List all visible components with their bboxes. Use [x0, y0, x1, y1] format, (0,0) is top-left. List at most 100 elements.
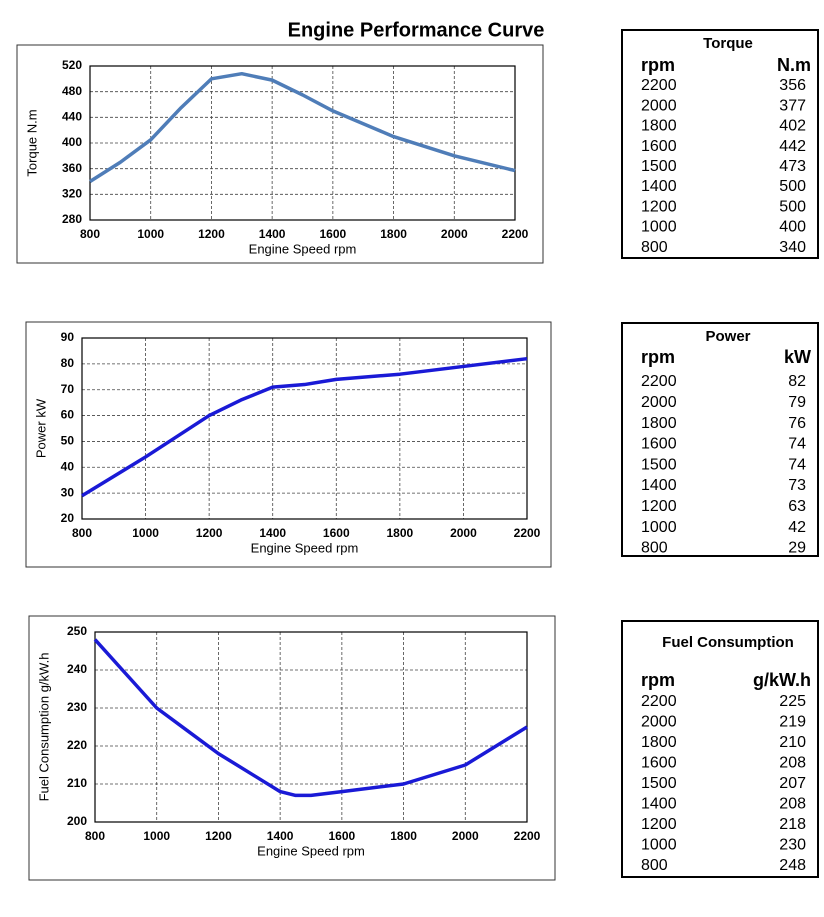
y-tick-label: 220: [67, 738, 87, 752]
table-header: rpm: [641, 347, 675, 367]
chart-frame: [16, 44, 544, 264]
curve: [93, 638, 528, 798]
table-cell: 1600: [641, 436, 677, 453]
table-cell: 1400: [641, 178, 677, 195]
table-cell: 340: [779, 239, 806, 256]
curve: [81, 356, 528, 498]
table-cell: 500: [779, 198, 806, 215]
table-cell: 2200: [641, 373, 677, 390]
table-cell: 1600: [641, 755, 677, 772]
y-tick-label: 200: [67, 814, 87, 828]
y-tick-label: 20: [61, 511, 75, 525]
table-cell: 248: [779, 857, 806, 874]
y-axis-label: Power kW: [33, 398, 48, 458]
table-cell: 2000: [641, 714, 677, 731]
table-frame: [621, 322, 819, 557]
table-cell: 800: [641, 540, 668, 557]
curve: [89, 71, 516, 183]
chart-frame: [28, 615, 556, 881]
table-cell: 800: [641, 239, 668, 256]
x-tick-label: 1600: [320, 227, 347, 241]
y-tick-label: 250: [67, 624, 87, 638]
table-cell: 402: [779, 118, 806, 135]
table-header: rpm: [641, 55, 675, 75]
table-cell: 82: [788, 373, 806, 390]
y-axis-label: Torque N.m: [24, 109, 39, 176]
x-tick-label: 1800: [387, 526, 414, 540]
table-header: rpm: [641, 670, 675, 690]
table-cell: 1800: [641, 734, 677, 751]
table-title: Fuel Consumption: [662, 634, 794, 651]
x-tick-label: 2200: [514, 829, 541, 843]
table-cell: 29: [788, 540, 806, 557]
table-cell: 42: [788, 519, 806, 536]
table-cell: 1400: [641, 796, 677, 813]
table-cell: 73: [788, 477, 806, 494]
y-tick-label: 520: [62, 58, 82, 72]
y-tick-label: 280: [62, 212, 82, 226]
table-cell: 1800: [641, 118, 677, 135]
x-tick-label: 1800: [390, 829, 417, 843]
y-tick-label: 40: [61, 459, 75, 473]
y-tick-label: 320: [62, 187, 82, 201]
x-tick-label: 2000: [441, 227, 468, 241]
x-tick-label: 1200: [205, 829, 232, 843]
table-cell: 1500: [641, 775, 677, 792]
table-cell: 1500: [641, 456, 677, 473]
table-cell: 1800: [641, 415, 677, 432]
table-cell: 219: [779, 714, 806, 731]
x-tick-label: 800: [80, 227, 100, 241]
y-tick-label: 30: [61, 485, 75, 499]
plot-area: [81, 337, 528, 520]
table-cell: 800: [641, 857, 668, 874]
table-cell: 1000: [641, 837, 677, 854]
x-tick-label: 1400: [259, 227, 286, 241]
table-cell: 1200: [641, 198, 677, 215]
table-cell: 230: [779, 837, 806, 854]
table-cell: 1200: [641, 498, 677, 515]
page-title: Engine Performance Curve: [288, 19, 545, 41]
x-tick-label: 1200: [198, 227, 225, 241]
table-title: Power: [705, 328, 750, 345]
table-cell: 208: [779, 755, 806, 772]
y-tick-label: 70: [61, 382, 75, 396]
y-tick-label: 360: [62, 161, 82, 175]
table-cell: 2200: [641, 77, 677, 94]
x-tick-label: 1800: [380, 227, 407, 241]
x-tick-label: 2200: [514, 526, 541, 540]
y-tick-label: 90: [61, 330, 75, 344]
table-cell: 210: [779, 734, 806, 751]
table-cell: 207: [779, 775, 806, 792]
x-tick-label: 1200: [196, 526, 223, 540]
y-tick-label: 230: [67, 700, 87, 714]
x-tick-label: 2200: [502, 227, 529, 241]
table-header: kW: [784, 347, 811, 367]
table-cell: 79: [788, 394, 806, 411]
y-tick-label: 240: [67, 662, 87, 676]
table-cell: 208: [779, 796, 806, 813]
x-tick-label: 800: [85, 829, 105, 843]
y-tick-label: 440: [62, 110, 82, 124]
x-tick-label: 1600: [329, 829, 356, 843]
table-cell: 356: [779, 77, 806, 94]
table-cell: 1200: [641, 816, 677, 833]
table-cell: 74: [788, 436, 806, 453]
table-cell: 1600: [641, 138, 677, 155]
x-tick-label: 1000: [132, 526, 159, 540]
x-tick-label: 2000: [452, 829, 479, 843]
x-axis-label: Engine Speed rpm: [257, 843, 365, 858]
table-cell: 74: [788, 456, 806, 473]
table-cell: 473: [779, 158, 806, 175]
table-cell: 218: [779, 816, 806, 833]
y-axis-label: Fuel Consumption g/kW.h: [36, 653, 51, 802]
table-header: g/kW.h: [753, 670, 811, 690]
y-tick-label: 400: [62, 135, 82, 149]
table-cell: 377: [779, 97, 806, 114]
x-tick-label: 1400: [267, 829, 294, 843]
x-axis-label: Engine Speed rpm: [251, 540, 359, 555]
x-tick-label: 800: [72, 526, 92, 540]
table-cell: 225: [779, 693, 806, 710]
table-cell: 1400: [641, 477, 677, 494]
x-tick-label: 1000: [143, 829, 170, 843]
